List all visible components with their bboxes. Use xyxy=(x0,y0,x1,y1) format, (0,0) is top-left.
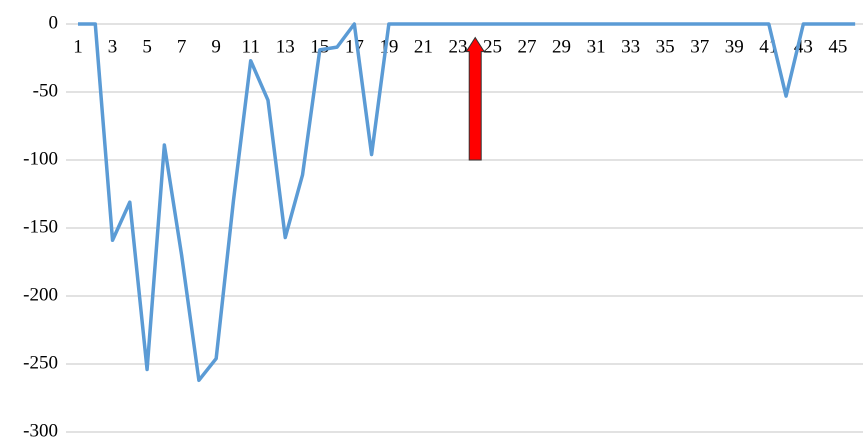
y-tick-label: -150 xyxy=(23,216,58,237)
x-tick-label: 29 xyxy=(552,36,571,57)
x-tick-label: 37 xyxy=(690,36,709,57)
y-tick-label: -50 xyxy=(33,80,58,101)
x-tick-label: 15 xyxy=(310,36,329,57)
y-tick-label: -200 xyxy=(23,284,58,305)
x-tick-label: 3 xyxy=(108,36,118,57)
x-tick-label: 23 xyxy=(448,36,467,57)
x-tick-label: 45 xyxy=(828,36,847,57)
y-tick-label: -100 xyxy=(23,148,58,169)
x-tick-label: 9 xyxy=(211,36,221,57)
arrow xyxy=(465,36,486,161)
x-tick-label: 7 xyxy=(177,36,187,57)
x-tick-label: 5 xyxy=(142,36,152,57)
x-tick-label: 25 xyxy=(483,36,502,57)
x-tick-label: 31 xyxy=(587,36,606,57)
y-tick-label: -300 xyxy=(23,420,58,441)
x-tick-label: 39 xyxy=(725,36,744,57)
x-tick-label: 1 xyxy=(73,36,83,57)
y-tick-label: 0 xyxy=(49,12,59,33)
y-tick-label: -250 xyxy=(23,352,58,373)
x-tick-label: 13 xyxy=(276,36,295,57)
x-tick-label: 35 xyxy=(656,36,675,57)
x-tick-label: 11 xyxy=(242,36,260,57)
x-tick-label: 33 xyxy=(621,36,640,57)
x-tick-label: 21 xyxy=(414,36,433,57)
x-tick-label: 17 xyxy=(345,36,364,57)
series-line xyxy=(78,22,856,383)
x-tick-label: 27 xyxy=(518,36,537,57)
x-tick-label: 19 xyxy=(379,36,398,57)
